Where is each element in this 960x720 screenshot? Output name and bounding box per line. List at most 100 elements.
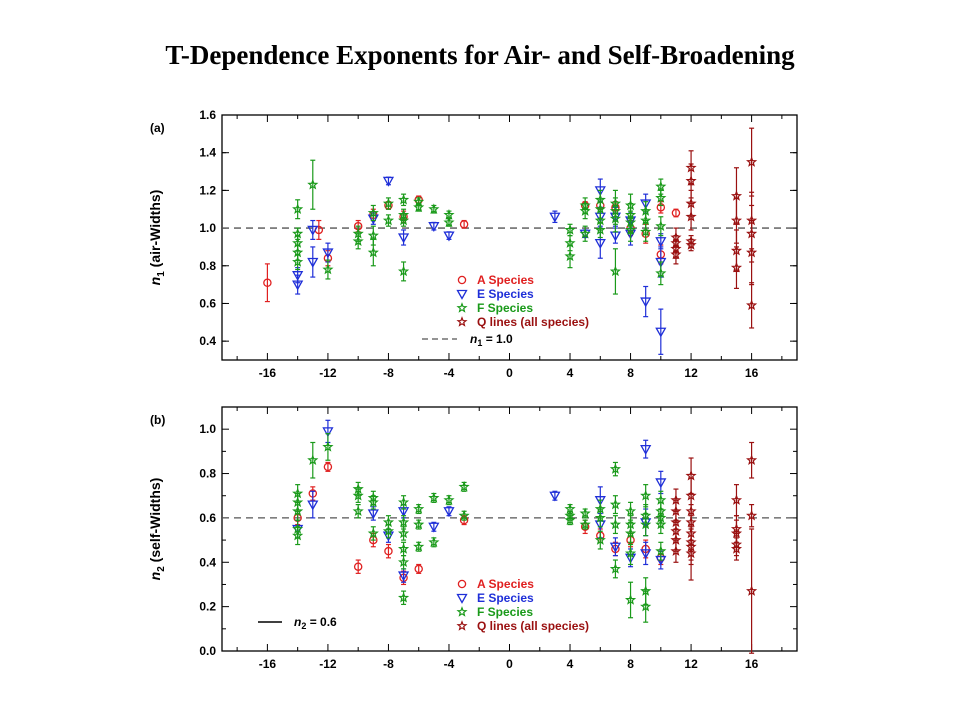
data-point (352, 235, 364, 247)
legend-reference-label: n2 = 0.6 (294, 615, 337, 631)
y-tick-label: 0.6 (199, 296, 216, 310)
data-point (397, 571, 410, 582)
data-point (323, 462, 333, 472)
legend-marker (456, 606, 468, 617)
reference-label-subscript: 1 (477, 338, 482, 348)
data-point (640, 199, 652, 210)
data-point (367, 207, 379, 218)
y-tick-label: 1.6 (199, 108, 216, 122)
legend-marker (456, 316, 468, 327)
y-tick-label: 0.2 (199, 600, 216, 614)
x-tick-label: 4 (567, 657, 574, 671)
data-point (322, 263, 334, 275)
data-point (655, 478, 667, 489)
x-tick-label: -16 (259, 657, 277, 671)
data-point (609, 463, 622, 474)
data-point (746, 156, 758, 167)
data-point (413, 201, 425, 213)
data-point (397, 214, 410, 226)
data-point (640, 489, 652, 501)
data-point (443, 231, 455, 242)
data-point (307, 257, 319, 268)
y-axis-label: n2 (self-Widths) (147, 478, 167, 581)
series-A (293, 461, 666, 586)
data-point (564, 514, 576, 525)
data-point (655, 267, 667, 279)
data-point (671, 208, 681, 218)
legend-marker (456, 620, 468, 631)
x-tick-label: -8 (383, 657, 394, 671)
data-point (292, 256, 304, 267)
reference-label-text: = 1.0 (482, 332, 513, 346)
y-axis-label-text: (self-Widths) (147, 478, 163, 567)
y-tick-label: 0.8 (199, 467, 216, 481)
data-point (367, 496, 379, 508)
data-point (594, 239, 606, 249)
data-point (670, 248, 682, 260)
legend-label: F Species (477, 605, 533, 619)
data-point (624, 527, 637, 539)
data-point (655, 220, 667, 231)
data-point (428, 536, 440, 548)
data-point (382, 214, 395, 226)
data-point (579, 507, 591, 519)
data-point (730, 543, 743, 554)
data-point (594, 534, 606, 545)
data-point (640, 600, 652, 612)
data-point (428, 522, 440, 533)
data-point (307, 454, 319, 465)
x-tick-label: 4 (567, 366, 574, 380)
data-point (746, 454, 758, 465)
y-axis-label-symbol: n (147, 572, 163, 581)
data-point (397, 496, 410, 508)
data-point (624, 547, 637, 559)
panel-b-self-widths: -16 -12 -8 -4 0 4 8 12 160.00.20.40.60.81.0(b)n2… (147, 406, 798, 671)
data-point (579, 205, 591, 216)
y-tick-label: 1.0 (199, 221, 216, 235)
data-point (292, 280, 304, 291)
data-point (413, 540, 425, 552)
x-tick-label: -4 (444, 366, 455, 380)
legend-label: E Species (477, 591, 534, 605)
data-point (640, 444, 652, 455)
data-point (292, 203, 304, 214)
data-point (397, 556, 410, 568)
data-point (579, 518, 591, 530)
series-Q (670, 127, 758, 329)
data-point (459, 220, 469, 229)
data-point (549, 212, 561, 223)
data-point (382, 197, 395, 209)
data-point (579, 227, 591, 239)
data-point (640, 549, 652, 560)
legend-label: Q lines (all species) (477, 315, 589, 329)
data-point (443, 507, 455, 518)
legend-marker (456, 289, 468, 300)
data-point (685, 210, 697, 222)
data-point (397, 527, 410, 539)
legend-reference-label: n1 = 1.0 (470, 332, 513, 348)
x-tick-label: -4 (444, 657, 455, 671)
legend-marker (456, 593, 468, 604)
legend-marker (457, 579, 467, 589)
x-tick-label: -12 (319, 366, 337, 380)
data-point (428, 492, 440, 503)
data-point (730, 214, 743, 226)
data-point (685, 547, 697, 559)
data-point (746, 585, 758, 596)
data-point (609, 265, 622, 277)
x-tick-label: -12 (319, 657, 337, 671)
data-point (307, 500, 319, 511)
data-point (685, 175, 697, 186)
data-point (594, 512, 606, 523)
data-point (609, 542, 622, 553)
data-point (352, 505, 364, 517)
data-point (655, 180, 667, 192)
data-point (655, 518, 667, 530)
data-point (397, 516, 410, 528)
page-title: T-Dependence Exponents for Air- and Self… (165, 40, 795, 70)
data-point (397, 591, 410, 603)
data-point (367, 229, 379, 241)
legend-label: Q lines (all species) (477, 619, 589, 633)
data-point (640, 518, 652, 530)
data-point (322, 248, 334, 259)
